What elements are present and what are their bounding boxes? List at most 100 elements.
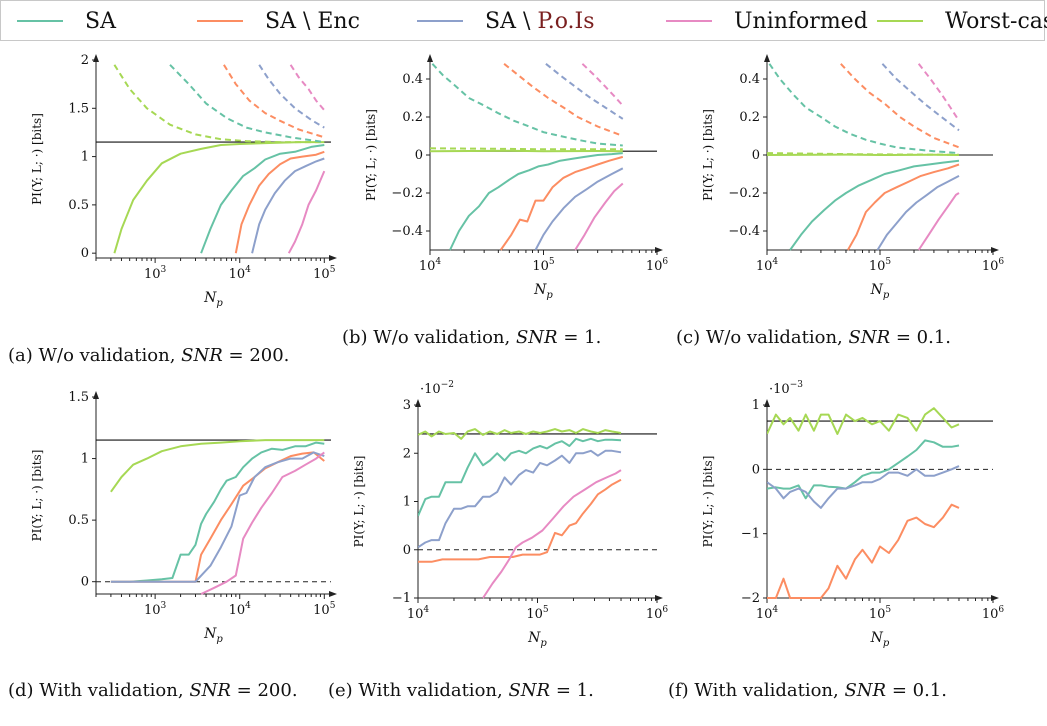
y-tick-label: 1.5 <box>68 101 89 116</box>
series-line-sa-dashed <box>431 63 623 147</box>
panel-a: 0 0.5 1 1.5 2 103 104 105 Np PI(Y; L; ·) [bits] <box>30 53 337 309</box>
series-line-sa-enc <box>234 150 325 254</box>
y-tick-label: −0.4 <box>728 224 760 239</box>
y-axis-label: PI(Y; L; ·) [bits] <box>30 450 44 542</box>
panel-f: −2 −1 0 1 104 105 106 Np PI(Y; L; ·) [bits] ·10−3 <box>701 380 1004 649</box>
series-line-sa-enc <box>847 163 960 251</box>
series-line-worst-case <box>110 439 325 493</box>
x-tick-label: 106 <box>982 257 1005 274</box>
series-line-sa-p-o-is-dashed <box>545 63 624 120</box>
y-tick-label: 0 <box>81 575 89 590</box>
caption-snr: SNR <box>848 327 891 348</box>
y-axis-arrow <box>93 54 99 62</box>
series-line-worst-case <box>418 428 622 440</box>
axis-exponent-label: ·10−3 <box>769 380 803 397</box>
series-line-sa-enc <box>418 478 622 563</box>
caption-value: = 1. <box>550 680 594 701</box>
legend-swatch <box>17 20 63 22</box>
series-line-sa <box>200 144 325 254</box>
panel-caption: (b) W/o validation, SNR = 1. <box>342 327 601 348</box>
legend-entry: Worst-case <box>877 1 1047 41</box>
series-line-uninformed <box>917 192 960 251</box>
y-tick-label: 1.5 <box>68 390 89 405</box>
panel-d: 0 0.5 1 1.5 103 104 105 Np PI(Y; L; ·) [bits] <box>30 390 337 645</box>
series-line-sa-p-o-is <box>251 157 325 254</box>
y-tick-label: −0.2 <box>728 186 760 201</box>
series-line-uninformed <box>482 469 622 599</box>
y-tick-label: −1 <box>741 527 760 542</box>
caption-snr: SNR <box>844 680 887 701</box>
y-axis-arrow <box>427 54 433 62</box>
series-line-sa-p-o-is-dashed <box>881 63 960 132</box>
x-tick-label: 103 <box>144 601 167 618</box>
series-line-worst-case-dashed <box>767 152 960 156</box>
x-axis-arrow <box>655 595 663 601</box>
legend-label: SA \ P.o.Is <box>485 8 595 34</box>
x-axis-arrow <box>329 255 337 261</box>
panel-c: −0.4 −0.2 0 0.2 0.4 104 105 106 Np PI(Y; L; ·) [b… <box>701 54 1004 301</box>
caption-value: = 200. <box>230 680 298 701</box>
x-axis-arrow <box>329 591 337 597</box>
y-tick-label: 1 <box>81 150 89 165</box>
y-tick-label: 0 <box>752 462 760 477</box>
legend: SA SA \ Enc SA \ P.o.Is Uninformed Worst-cas… <box>0 0 1047 41</box>
caption-value: = 200. <box>222 345 290 366</box>
y-tick-label: 0 <box>81 246 89 261</box>
x-axis-arrow <box>991 595 999 601</box>
legend-entry: SA \ Enc <box>197 1 360 41</box>
y-tick-label: 1 <box>752 398 760 413</box>
series-line-worst-case <box>767 407 960 435</box>
y-axis-arrow <box>764 54 770 62</box>
y-tick-label: 1 <box>81 452 89 467</box>
series-line-sa-enc <box>499 155 624 251</box>
panel-caption: (e) With validation, SNR = 1. <box>328 680 594 701</box>
y-tick-label: 0 <box>403 543 411 558</box>
series-line-sa-dashed <box>169 64 325 144</box>
series-line-uninformed <box>200 451 325 595</box>
panel-caption: (a) W/o validation, SNR = 200. <box>8 345 289 366</box>
series-line-sa <box>449 152 623 251</box>
caption-snr: SNR <box>189 680 231 701</box>
y-tick-label: 0.2 <box>739 110 760 125</box>
x-tick-label: 105 <box>869 257 892 274</box>
legend-label: Worst-case <box>945 8 1047 34</box>
caption-value: = 1. <box>557 327 602 348</box>
series-line-sa-p-o-is <box>876 175 960 251</box>
panel-b: −0.4 −0.2 0 0.2 0.4 104 105 106 Np PI(Y; L; ·) [b… <box>364 54 668 301</box>
y-axis-label: PI(Y; L; ·) [bits] <box>701 456 715 548</box>
x-axis-label: Np <box>527 630 547 649</box>
x-axis-arrow <box>655 247 663 253</box>
x-tick-label: 105 <box>526 605 549 622</box>
caption-text: (b) W/o validation, <box>342 327 516 348</box>
panel-caption: (c) W/o validation, SNR = 0.1. <box>676 327 951 348</box>
caption-snr: SNR <box>508 680 551 701</box>
x-tick-label: 105 <box>313 601 336 618</box>
series-line-sa <box>110 441 325 583</box>
series-line-sa <box>767 439 960 500</box>
panel-caption: (f) With validation, SNR = 0.1. <box>668 680 947 701</box>
x-axis-label: Np <box>533 282 553 301</box>
x-tick-label: 103 <box>144 265 167 282</box>
series-line-sa-p-o-is <box>110 451 325 583</box>
y-tick-label: 0.5 <box>68 513 89 528</box>
y-tick-label: 0.2 <box>402 110 423 125</box>
series-line-sa-enc-dashed <box>223 64 325 139</box>
y-axis-label: PI(Y; L; ·) [bits] <box>30 113 44 205</box>
x-tick-label: 106 <box>646 605 669 622</box>
y-axis-arrow <box>764 399 770 407</box>
caption-value: = 0.1. <box>886 680 947 701</box>
y-tick-label: −0.4 <box>391 224 423 239</box>
legend-label: SA \ Enc <box>265 8 360 34</box>
series-line-sa-p-o-is-dashed <box>258 64 325 129</box>
y-tick-label: 2 <box>81 53 89 68</box>
series-line-sa <box>789 159 960 251</box>
series-line-sa-p-o-is <box>767 465 960 509</box>
panel-e: −1 0 1 2 3 104 105 106 Np PI(Y; L; ·) [bits] ·10−2 <box>352 380 668 649</box>
y-tick-label: −0.2 <box>391 186 423 201</box>
caption-snr: SNR <box>181 345 223 366</box>
y-tick-label: 0 <box>752 148 760 163</box>
series-line-uninformed-dashed <box>581 63 624 107</box>
y-axis-arrow <box>415 399 421 407</box>
series-line-sa-enc-dashed <box>840 63 960 149</box>
caption-value: = 0.1. <box>890 327 952 348</box>
